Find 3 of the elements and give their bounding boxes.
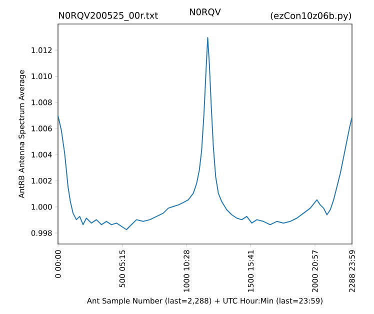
text: (ezCon10z06b.py) bbox=[270, 12, 352, 21]
chart-title: N0RQV bbox=[190, 8, 221, 16]
text: N0RQV200525_00r.txt bbox=[59, 12, 158, 21]
